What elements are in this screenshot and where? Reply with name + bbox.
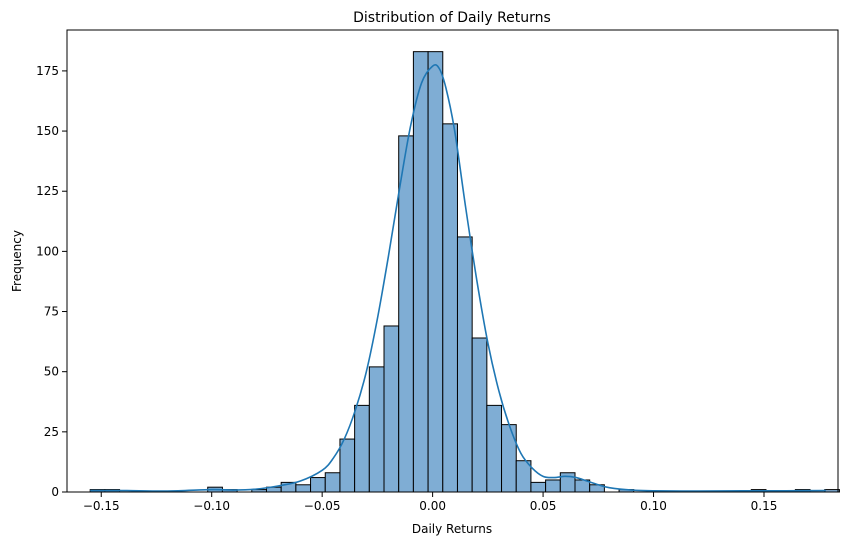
y-tick-label: 100 [36, 244, 59, 258]
chart-title: Distribution of Daily Returns [353, 10, 551, 26]
x-tick-label: −0.05 [304, 499, 341, 513]
histogram-bar [456, 236, 473, 493]
kde-curve [90, 64, 826, 492]
y-tick-label: 25 [44, 425, 59, 439]
histogram-bar [545, 479, 561, 493]
x-axis-title: Daily Returns [412, 522, 492, 536]
histogram-bar [530, 481, 547, 493]
x-tick-label: 0.05 [530, 499, 557, 513]
y-tick-label: 175 [36, 64, 59, 78]
histogram-bar [383, 325, 400, 493]
histogram-bar [501, 424, 517, 493]
histogram-bar [368, 366, 385, 493]
x-tick-label: 0.10 [640, 499, 667, 513]
histogram-bar [354, 404, 370, 493]
axes: −0.15 −0.10 −0.05 0.00 0.05 0.10 0.15 0 25 50 75 10… [36, 64, 777, 513]
histogram-bar [412, 51, 429, 493]
y-tick-label: 75 [44, 305, 59, 319]
x-tick-label: −0.15 [83, 499, 120, 513]
y-axis-title: Frequency [10, 230, 24, 292]
histogram-bar [427, 51, 444, 493]
x-tick-label: −0.10 [193, 499, 230, 513]
histogram-bar [471, 337, 488, 493]
histogram-bar [310, 477, 326, 493]
histogram-bars [89, 51, 840, 493]
histogram-bar [442, 123, 458, 493]
x-tick-label: 0.00 [419, 499, 446, 513]
y-tick-label: 150 [36, 124, 59, 138]
y-tick-label: 0 [51, 485, 59, 499]
x-tick-label: 0.15 [751, 499, 778, 513]
histogram-bar [339, 438, 356, 493]
y-tick-label: 50 [44, 365, 59, 379]
histogram-bar [324, 472, 341, 493]
histogram-bar [398, 135, 414, 493]
plot-frame [66, 29, 839, 493]
histogram-bar [486, 404, 503, 493]
y-tick-label: 125 [36, 184, 59, 198]
histogram-bar [295, 484, 312, 493]
